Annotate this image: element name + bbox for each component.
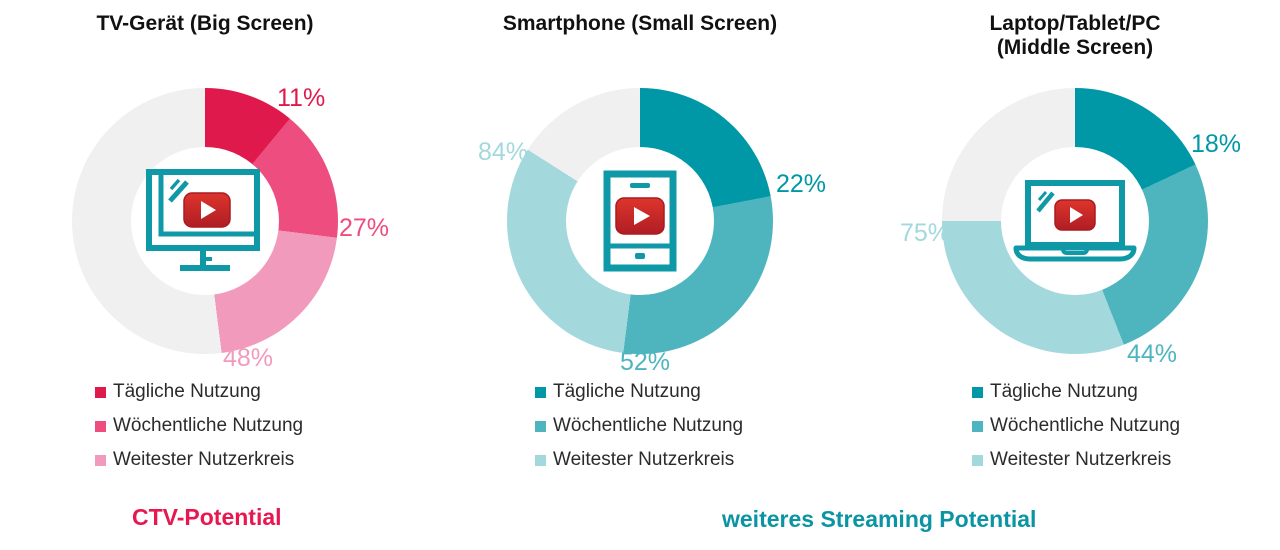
- chart-title-laptop: Laptop/Tablet/PC (Middle Screen): [885, 12, 1265, 60]
- ctv-potential-caption: CTV-Potential: [132, 504, 282, 530]
- legend-swatch: [535, 420, 546, 432]
- legend-swatch: [972, 420, 983, 432]
- legend-label: Wöchentliche Nutzung: [990, 415, 1181, 436]
- legend-swatch: [535, 454, 546, 466]
- legend-item-weekly: Wöchentliche Nutzung: [972, 415, 1180, 437]
- legend-label: Wöchentliche Nutzung: [113, 415, 304, 436]
- chart-title-line2: (Middle Screen): [996, 36, 1154, 59]
- streaming-potential-caption: weiteres Streaming Potential: [722, 506, 1037, 532]
- legend-item-widest: Weitester Nutzerkreis: [972, 449, 1180, 471]
- legend-item-daily: Tägliche Nutzung: [535, 381, 743, 403]
- legend-tv: Tägliche Nutzung Wöchentliche Nutzung We…: [95, 381, 303, 471]
- legend-swatch: [95, 454, 106, 466]
- donut-hole: [131, 147, 279, 295]
- legend-swatch: [95, 386, 106, 398]
- smartphone-youtube-icon: [603, 170, 677, 272]
- legend-swatch: [95, 420, 106, 432]
- legend-item-weekly: Wöchentliche Nutzung: [535, 415, 743, 437]
- legend-laptop: Tägliche Nutzung Wöchentliche Nutzung We…: [972, 381, 1180, 471]
- chart-title-smartphone: Smartphone (Small Screen): [450, 12, 830, 36]
- donut-chart-smartphone: [507, 88, 773, 354]
- legend-item-widest: Weitester Nutzerkreis: [535, 449, 743, 471]
- segment-value-label: 18%: [1191, 130, 1242, 158]
- segment-value-label: 22%: [776, 170, 827, 198]
- segment-value-label: 52%: [620, 348, 671, 376]
- chart-title-line1: Smartphone (Small Screen): [502, 12, 778, 35]
- legend-label: Weitester Nutzerkreis: [990, 449, 1172, 470]
- legend-swatch: [972, 454, 983, 466]
- chart-title-tv: TV-Gerät (Big Screen): [15, 12, 395, 36]
- legend-swatch: [535, 386, 546, 398]
- laptop-youtube-icon: [1013, 180, 1137, 262]
- donut-hole: [1001, 147, 1149, 295]
- segment-value-label: 48%: [223, 344, 274, 372]
- tv-youtube-icon: [146, 169, 260, 271]
- legend-swatch: [972, 386, 983, 398]
- legend-item-daily: Tägliche Nutzung: [972, 381, 1180, 403]
- legend-item-weekly: Wöchentliche Nutzung: [95, 415, 303, 437]
- segment-value-label: 27%: [339, 214, 390, 242]
- legend-smartphone: Tägliche Nutzung Wöchentliche Nutzung We…: [535, 381, 743, 471]
- chart-title-line1: TV-Gerät (Big Screen): [96, 12, 314, 35]
- segment-value-label: 11%: [277, 84, 326, 112]
- legend-label: Wöchentliche Nutzung: [553, 415, 744, 436]
- segment-value-label: 44%: [1127, 340, 1178, 368]
- legend-item-widest: Weitester Nutzerkreis: [95, 449, 303, 471]
- chart-column-laptop: Laptop/Tablet/PC (Middle Screen): [885, 0, 1265, 550]
- legend-label: Tägliche Nutzung: [553, 381, 701, 402]
- segment-value-label: 75%: [900, 219, 951, 247]
- legend-label: Weitester Nutzerkreis: [553, 449, 735, 470]
- donut-hole: [566, 147, 714, 295]
- chart-column-smartphone: Smartphone (Small Screen): [450, 0, 830, 550]
- donut-chart-laptop: [942, 88, 1208, 354]
- donut-chart-tv: [72, 88, 338, 354]
- legend-label: Tägliche Nutzung: [113, 381, 261, 402]
- chart-title-line1: Laptop/Tablet/PC: [989, 12, 1161, 35]
- legend-item-daily: Tägliche Nutzung: [95, 381, 303, 403]
- segment-value-label: 84%: [478, 138, 529, 166]
- chart-column-tv: TV-Gerät (Big Screen): [15, 0, 395, 550]
- legend-label: Tägliche Nutzung: [990, 381, 1138, 402]
- legend-label: Weitester Nutzerkreis: [113, 449, 295, 470]
